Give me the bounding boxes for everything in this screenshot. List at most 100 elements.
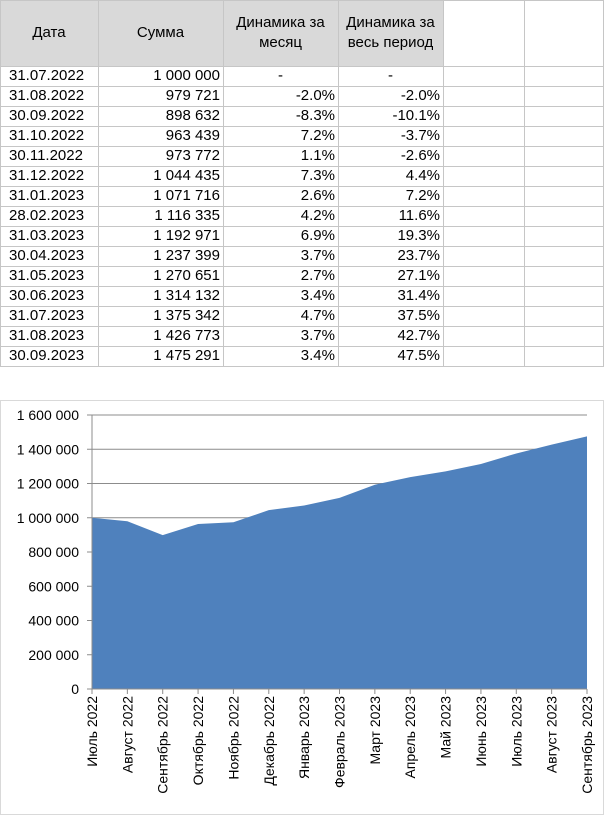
- y-tick-label: 1 200 000: [17, 476, 79, 492]
- grid-line: [524, 0, 525, 366]
- total-change-cell: 42.7%: [338, 326, 443, 346]
- x-tick-label: Ноябрь 2022: [225, 696, 241, 780]
- grid-line: [443, 0, 444, 366]
- total-change-cell: -: [338, 66, 443, 86]
- total-change-cell: 23.7%: [338, 246, 443, 266]
- total-change-cell: 31.4%: [338, 286, 443, 306]
- grid-line: [98, 0, 99, 366]
- total-change-cell: -2.6%: [338, 146, 443, 166]
- date-cell: 30.09.2022: [0, 106, 98, 126]
- sum-cell: 1 314 132: [98, 286, 223, 306]
- total-change-cell: 11.6%: [338, 206, 443, 226]
- date-cell: 31.10.2022: [0, 126, 98, 146]
- date-cell: 30.04.2023: [0, 246, 98, 266]
- monthly-change-cell: -2.0%: [223, 86, 338, 106]
- sum-cell: 963 439: [98, 126, 223, 146]
- x-tick-label: Октябрь 2022: [190, 696, 206, 786]
- grid-line: [0, 0, 1, 366]
- header-date: Дата: [0, 0, 98, 66]
- sum-cell: 1 071 716: [98, 186, 223, 206]
- sum-cell: 1 270 651: [98, 266, 223, 286]
- sum-cell: 1 475 291: [98, 346, 223, 366]
- sum-cell: 1 000 000: [98, 66, 223, 86]
- total-change-cell: -3.7%: [338, 126, 443, 146]
- monthly-change-cell: -8.3%: [223, 106, 338, 126]
- monthly-change-cell: 7.2%: [223, 126, 338, 146]
- grid-line: [0, 226, 604, 227]
- y-tick-label: 1 000 000: [17, 510, 79, 526]
- x-tick-label: Апрель 2023: [402, 696, 418, 779]
- date-cell: 31.08.2022: [0, 86, 98, 106]
- sum-cell: 1 426 773: [98, 326, 223, 346]
- grid-line: [0, 66, 604, 67]
- chart-svg: 0 200 000 400 000 600 000 800 000 1 000 000 1 …: [0, 400, 604, 815]
- date-cell: 31.05.2023: [0, 266, 98, 286]
- x-tick-label: Декабрь 2022: [261, 696, 277, 786]
- monthly-change-cell: 6.9%: [223, 226, 338, 246]
- total-change-cell: 27.1%: [338, 266, 443, 286]
- grid-line: [0, 126, 604, 127]
- grid-line: [0, 266, 604, 267]
- y-tick-label: 600 000: [28, 578, 79, 594]
- x-tick-label: Март 2023: [367, 696, 383, 765]
- grid-line: [0, 286, 604, 287]
- sum-cell: 1 237 399: [98, 246, 223, 266]
- x-tick-label: Январь 2023: [296, 696, 312, 779]
- sum-cell: 979 721: [98, 86, 223, 106]
- grid-line: [0, 206, 604, 207]
- grid-line: [0, 86, 604, 87]
- date-cell: 31.12.2022: [0, 166, 98, 186]
- monthly-change-cell: 2.6%: [223, 186, 338, 206]
- sum-cell: 973 772: [98, 146, 223, 166]
- y-tick-label: 1 600 000: [17, 407, 79, 423]
- grid-line: [0, 306, 604, 307]
- sum-cell: 1 044 435: [98, 166, 223, 186]
- x-tick-label: Июль 2022: [84, 696, 100, 767]
- sum-cell: 898 632: [98, 106, 223, 126]
- monthly-change-cell: 3.4%: [223, 346, 338, 366]
- date-cell: 31.08.2023: [0, 326, 98, 346]
- date-cell: 28.02.2023: [0, 206, 98, 226]
- y-tick-label: 400 000: [28, 613, 79, 629]
- date-cell: 30.06.2023: [0, 286, 98, 306]
- header-monthly-change: Динамика за месяц: [223, 0, 338, 66]
- grid-line: [0, 346, 604, 347]
- y-tick-label: 200 000: [28, 647, 79, 663]
- total-change-cell: 7.2%: [338, 186, 443, 206]
- y-tick-label: 1 400 000: [17, 441, 79, 457]
- grid-line: [0, 326, 604, 327]
- x-tick-label: Июнь 2023: [473, 696, 489, 767]
- sum-cell: 1 375 342: [98, 306, 223, 326]
- y-tick-label: 800 000: [28, 544, 79, 560]
- grid-line: [223, 0, 224, 366]
- total-change-cell: 19.3%: [338, 226, 443, 246]
- total-change-cell: 37.5%: [338, 306, 443, 326]
- monthly-change-cell: 4.2%: [223, 206, 338, 226]
- grid-line: [0, 146, 604, 147]
- date-cell: 31.03.2023: [0, 226, 98, 246]
- grid-line: [0, 366, 604, 367]
- date-cell: 30.09.2023: [0, 346, 98, 366]
- grid-line: [0, 186, 604, 187]
- monthly-change-cell: 3.7%: [223, 246, 338, 266]
- x-tick-label: Август 2022: [119, 696, 135, 773]
- monthly-change-cell: 2.7%: [223, 266, 338, 286]
- total-change-cell: 47.5%: [338, 346, 443, 366]
- date-cell: 31.01.2023: [0, 186, 98, 206]
- monthly-change-cell: 3.7%: [223, 326, 338, 346]
- y-tick-label: 0: [71, 681, 79, 697]
- area-chart: 0 200 000 400 000 600 000 800 000 1 000 000 1 …: [0, 400, 604, 815]
- monthly-change-cell: 4.7%: [223, 306, 338, 326]
- grid-line: [0, 0, 604, 1]
- x-tick-label: Май 2023: [438, 696, 454, 759]
- x-tick-label: Сентябрь 2023: [579, 696, 595, 794]
- grid-line: [338, 0, 339, 366]
- grid-line: [0, 106, 604, 107]
- date-cell: 30.11.2022: [0, 146, 98, 166]
- header-sum: Сумма: [98, 0, 223, 66]
- total-change-cell: -10.1%: [338, 106, 443, 126]
- header-total-change: Динамика за весь период: [338, 0, 443, 66]
- date-cell: 31.07.2023: [0, 306, 98, 326]
- sum-cell: 1 192 971: [98, 226, 223, 246]
